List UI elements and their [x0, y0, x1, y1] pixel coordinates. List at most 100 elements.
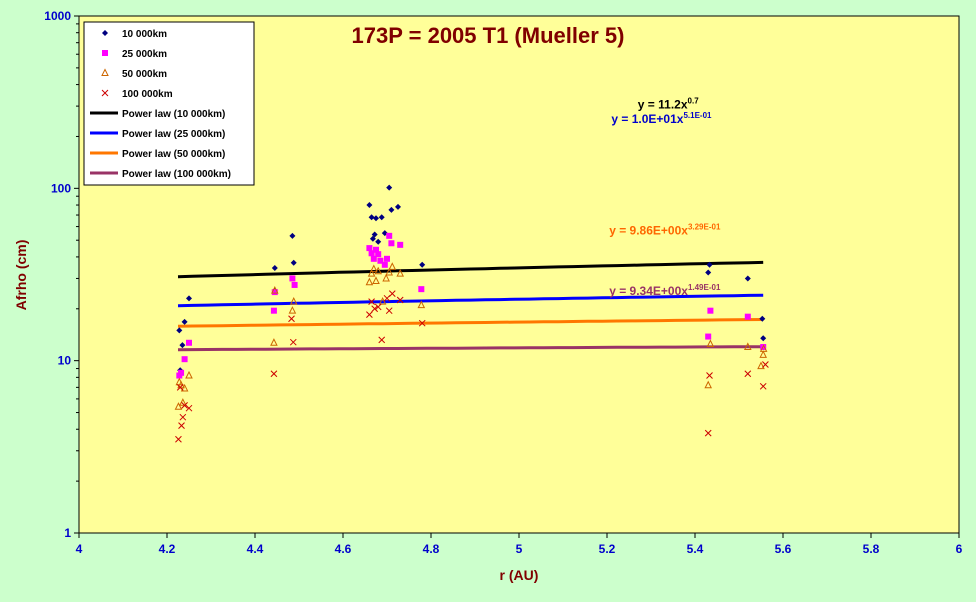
trendline-equation-3: y = 9.86E+00x3.29E-01 [609, 222, 721, 237]
point-s4-5 [181, 402, 188, 409]
point-s2-11 [370, 255, 377, 262]
point-s3-15 [374, 266, 383, 275]
point-s1-8 [289, 232, 296, 239]
point-s2-21 [705, 333, 712, 340]
point-s1-24 [744, 275, 751, 282]
point-s3-9 [288, 306, 297, 314]
point-s2-15 [381, 261, 388, 268]
equation-exponent: 1.49E-01 [688, 283, 721, 292]
equation-base: y = 11.2x [638, 98, 688, 112]
point-s3-22 [704, 380, 713, 389]
y-tick-label: 1 [64, 526, 71, 540]
point-s2-5 [270, 307, 277, 314]
point-s1-12 [369, 235, 376, 242]
point-s4-20 [704, 429, 712, 437]
x-tick-label: 4.4 [247, 542, 264, 556]
point-s4-15 [383, 294, 391, 302]
legend-box [83, 21, 255, 186]
trendline-2 [177, 293, 764, 308]
point-s4-24 [762, 361, 769, 368]
legend-marker-1 [102, 30, 108, 36]
y-axis-label: Afrho (cm) [13, 240, 29, 311]
x-tick-label: 5.6 [775, 542, 792, 556]
trendline-4 [177, 345, 764, 352]
point-s4-12 [371, 305, 379, 313]
x-tick-label: 6 [956, 542, 963, 556]
point-s1-9 [290, 259, 297, 266]
point-s2-12 [373, 246, 379, 253]
point-s1-21 [419, 261, 426, 268]
point-s4-4 [179, 413, 187, 421]
data-points [174, 184, 769, 443]
point-s1-23 [706, 261, 713, 268]
point-s2-4 [186, 339, 192, 346]
point-s2-18 [388, 240, 395, 247]
point-s3-23 [706, 339, 715, 347]
point-s2-2 [178, 369, 185, 376]
legend-label-3: 50 000km [122, 69, 167, 80]
point-s2-22 [707, 307, 714, 314]
legend-trend-label-3: Power law (50 000km) [122, 149, 225, 160]
point-s1-18 [386, 184, 393, 191]
point-s1-19 [388, 206, 395, 213]
legend-trend-label-4: Power law (100 000km) [122, 169, 231, 180]
equation-exponent: 5.1E-01 [683, 111, 712, 120]
point-s1-14 [373, 215, 379, 222]
equation-base: y = 9.86E+00x [609, 223, 688, 237]
y-tick-label: 10 [58, 354, 72, 368]
point-s1-5 [186, 295, 192, 302]
point-s3-17 [382, 273, 390, 282]
point-s2-17 [386, 232, 393, 239]
trendlines [177, 260, 764, 352]
trendline-1 [177, 260, 764, 279]
legend-marker-4 [101, 89, 109, 97]
point-s1-10 [366, 202, 373, 209]
point-s2-13 [375, 251, 382, 258]
legend-label-1: 10 000km [122, 29, 167, 40]
point-s4-22 [744, 370, 752, 378]
legend-marker-3 [101, 68, 109, 76]
point-s4-11 [368, 298, 375, 306]
point-s2-10 [368, 250, 375, 257]
point-s1-3 [179, 342, 186, 349]
point-s3-11 [365, 277, 374, 286]
x-tick-label: 5 [516, 542, 523, 556]
x-tick-label: 5.8 [863, 542, 880, 556]
point-s4-6 [185, 404, 193, 412]
point-s4-13 [374, 303, 382, 311]
legend-label-4: 100 000km [122, 89, 173, 100]
x-tick-label: 4.6 [335, 542, 352, 556]
point-s3-1 [174, 402, 183, 410]
point-s1-4 [181, 318, 188, 325]
point-s4-23 [759, 382, 767, 390]
trendline-3 [177, 318, 764, 328]
x-axis-label: r (AU) [500, 567, 539, 583]
point-s1-13 [371, 231, 378, 238]
trendline-equation-4: y = 9.34E+00x1.49E-01 [609, 283, 721, 298]
point-s4-16 [385, 307, 393, 315]
point-s1-11 [368, 214, 375, 221]
point-s3-14 [372, 276, 380, 284]
point-s2-9 [366, 245, 373, 252]
point-s3-4 [179, 398, 187, 406]
x-tick-label: 4 [76, 542, 83, 556]
point-s1-20 [395, 203, 401, 210]
point-s3-25 [757, 361, 765, 370]
y-tick-label: 100 [51, 181, 71, 195]
legend-label-2: 25 000km [122, 49, 167, 60]
point-s3-27 [759, 344, 768, 352]
point-s2-7 [289, 275, 296, 282]
legend-trend-label-2: Power law (25 000km) [122, 129, 225, 140]
point-s3-24 [743, 342, 752, 351]
point-s4-8 [288, 315, 295, 323]
point-s4-1 [175, 435, 182, 443]
point-s3-20 [396, 268, 405, 277]
point-s1-22 [705, 269, 712, 276]
point-s2-14 [377, 257, 384, 264]
point-s3-7 [270, 338, 278, 346]
axis-ticks: 4 4.2 4.4 4.6 4.8 5 5.2 5.4 5.6 5.8 6 1 10 100 1000 [44, 9, 962, 556]
point-s4-7 [270, 370, 278, 378]
x-tick-label: 4.2 [159, 542, 176, 556]
point-s3-12 [367, 268, 376, 277]
equation-exponent: 0.7 [688, 97, 700, 106]
